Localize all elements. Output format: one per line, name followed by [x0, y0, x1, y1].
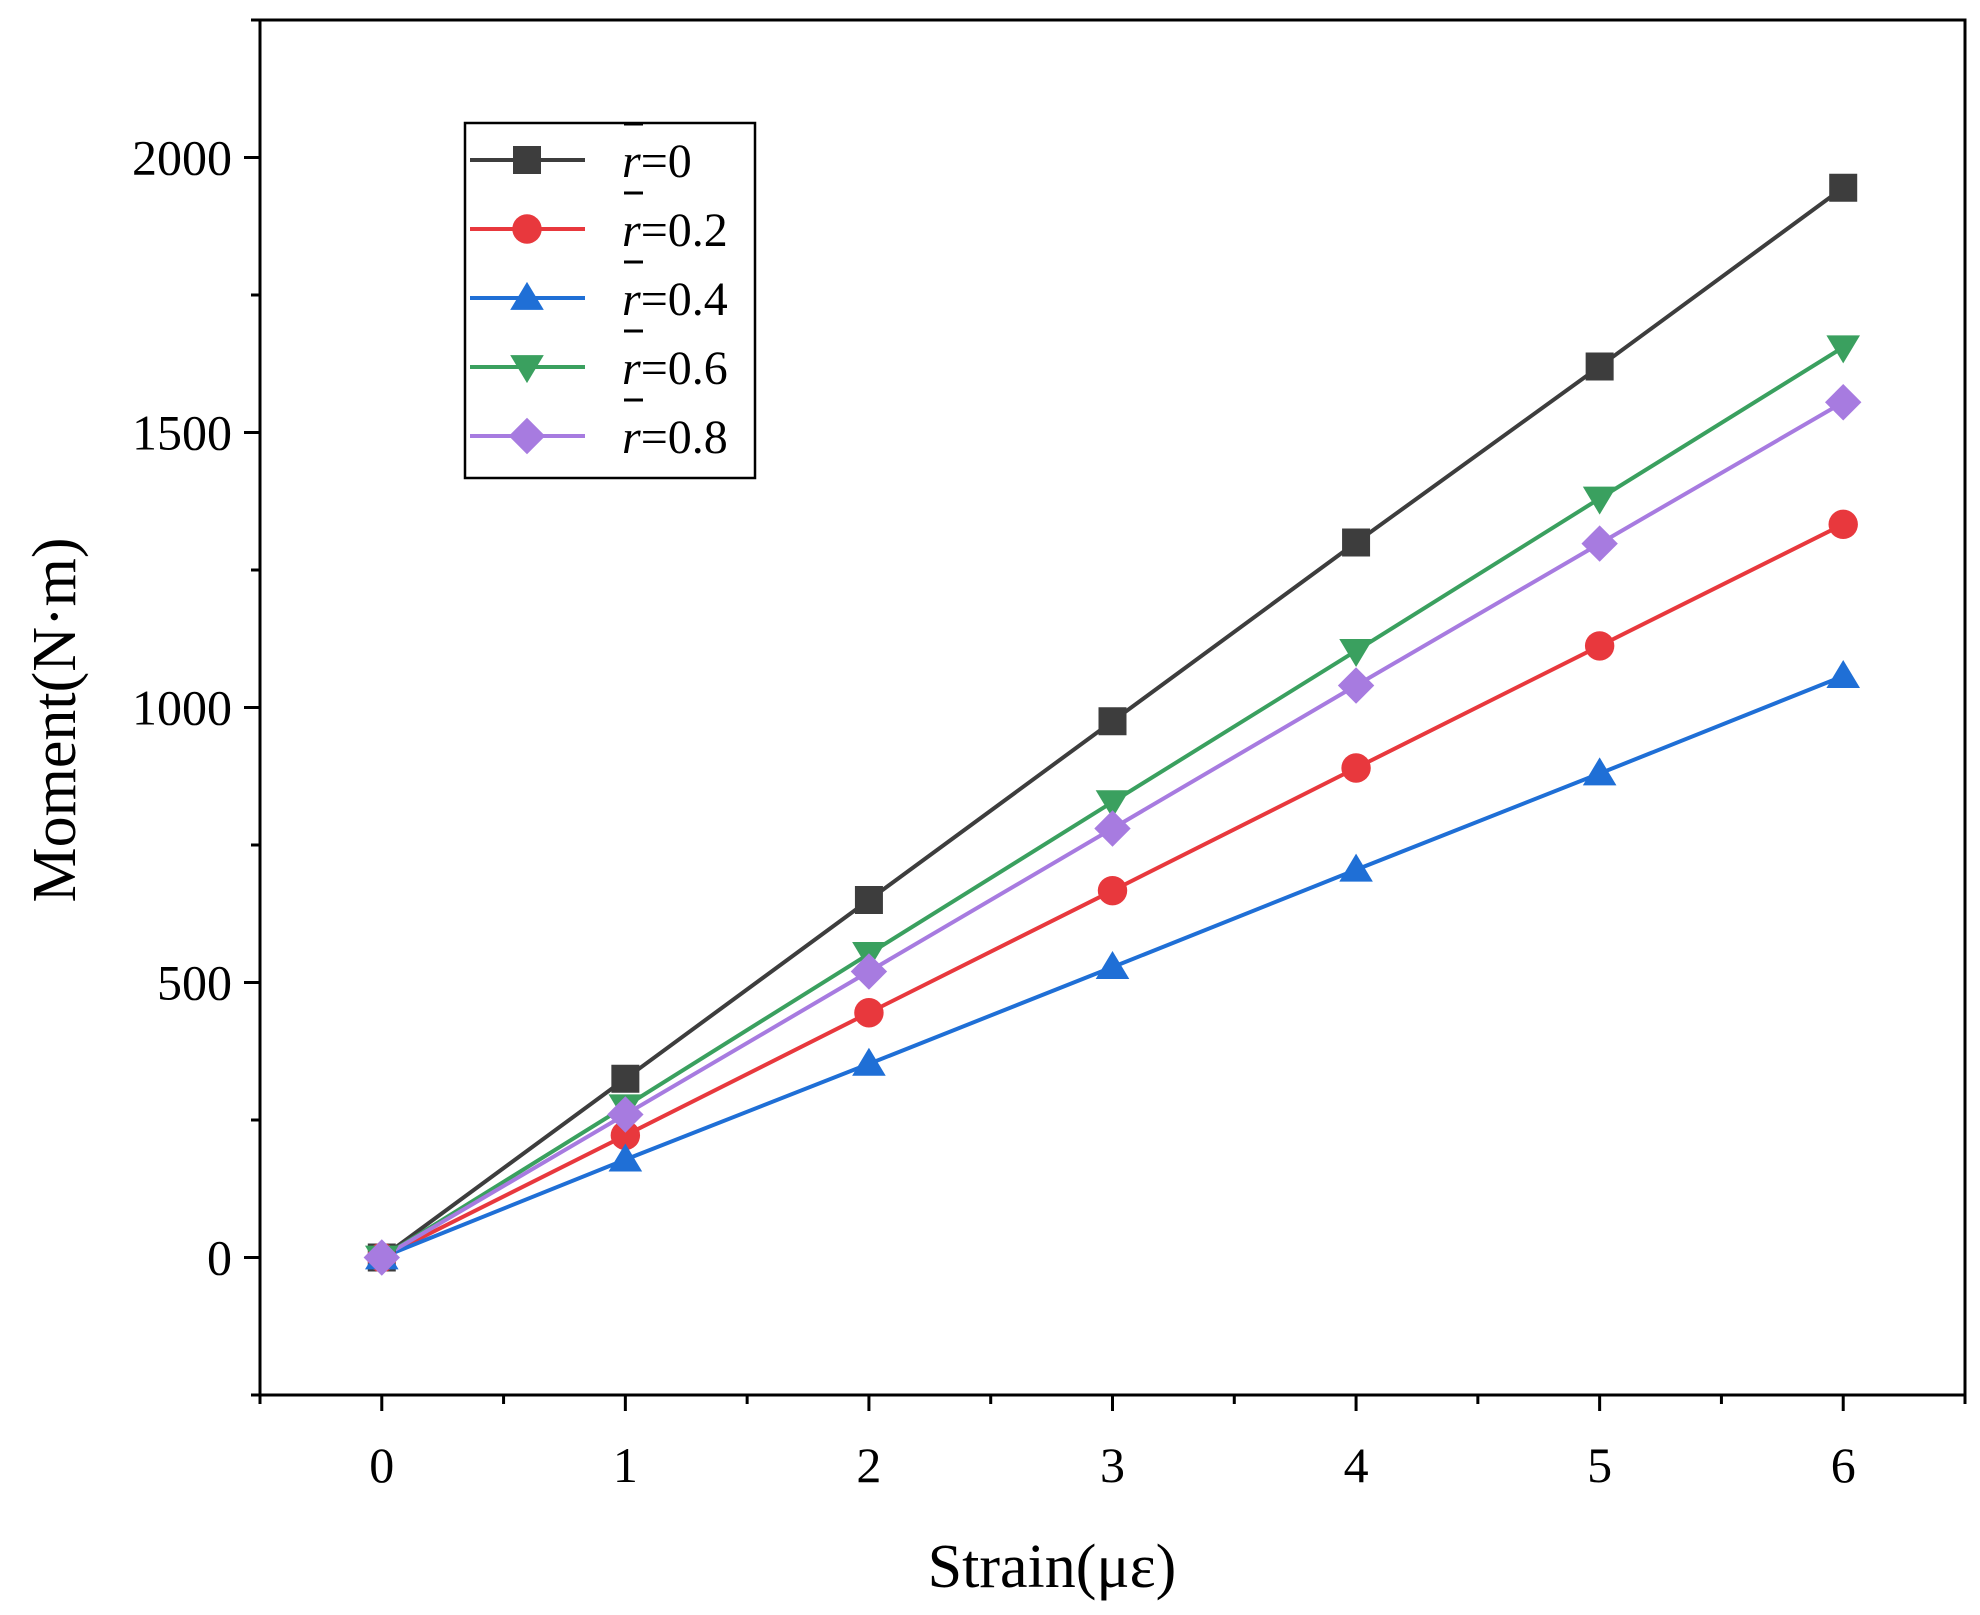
data-point: [1582, 757, 1617, 786]
legend-label: r=0.8: [622, 411, 728, 464]
x-axis-title: Strain(με): [928, 1533, 1177, 1601]
data-point: [1098, 707, 1127, 736]
y-axis: 0 500 1000 1500 2000: [132, 18, 260, 1397]
legend-marker: [510, 355, 544, 384]
legend-marker: [512, 214, 542, 244]
x-tick-label: 5: [1587, 1437, 1612, 1493]
y-tick-label: 2000: [132, 130, 232, 186]
data-point: [1095, 951, 1130, 979]
data-point: [1826, 660, 1861, 689]
data-point: [610, 1120, 641, 1151]
data-point: [1581, 525, 1618, 562]
legend-label: r=0.2: [622, 204, 728, 257]
data-point: [1339, 853, 1373, 882]
data-point: [854, 998, 884, 1028]
y-tick-label: 1000: [132, 680, 232, 736]
legend-label: r=0.4: [622, 273, 728, 326]
data-point: [1582, 486, 1617, 515]
y-tick-label: 1500: [132, 405, 232, 461]
y-tick-label: 500: [157, 955, 232, 1011]
data-point: [1828, 509, 1858, 540]
data-point: [1584, 631, 1615, 661]
legend: r=0 r=0.2 r=0.4 r=0.6 r=0.8: [463, 121, 757, 480]
series-layer: [363, 173, 1862, 1276]
x-tick-label: 2: [856, 1437, 881, 1493]
data-point: [1342, 528, 1371, 557]
legend-marker: [510, 281, 544, 310]
x-tick-label: 1: [613, 1437, 638, 1493]
legend-marker: [513, 146, 541, 174]
data-point: [1337, 667, 1375, 704]
data-point: [1825, 384, 1862, 421]
y-axis-title: Moment(N·m): [21, 537, 89, 902]
legend-label: r=0.6: [622, 342, 728, 395]
data-point: [1095, 790, 1130, 819]
data-point: [1826, 335, 1861, 364]
x-tick-label: 4: [1344, 1437, 1369, 1493]
y-tick-label: 0: [207, 1230, 232, 1286]
data-point: [1341, 753, 1371, 783]
x-axis: 0 1 2 3 4 5 6: [258, 1395, 1967, 1493]
legend-label: r=0: [622, 135, 692, 188]
legend-box: [463, 121, 757, 480]
x-tick-label: 6: [1831, 1437, 1856, 1493]
data-point: [852, 1047, 886, 1076]
data-point: [1585, 352, 1614, 381]
data-point: [611, 1064, 640, 1093]
data-point: [1097, 875, 1128, 906]
data-point: [1829, 173, 1858, 202]
x-tick-label: 3: [1100, 1437, 1125, 1493]
data-point: [1339, 638, 1373, 667]
data-point: [608, 1143, 643, 1172]
data-point: [363, 1239, 400, 1276]
data-point: [607, 1096, 644, 1133]
x-tick-label: 0: [369, 1437, 394, 1493]
legend-marker: [508, 417, 546, 455]
data-point: [854, 886, 883, 914]
data-point: [1094, 810, 1131, 847]
data-point: [850, 953, 888, 990]
